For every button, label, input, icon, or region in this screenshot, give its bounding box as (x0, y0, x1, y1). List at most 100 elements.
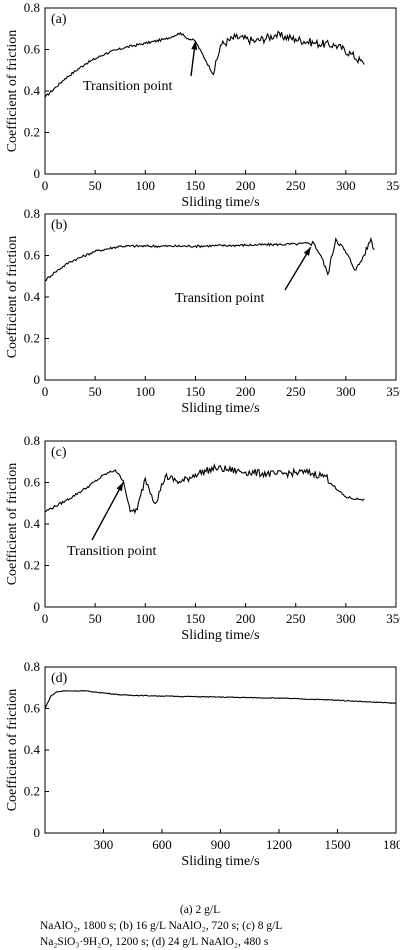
plot-frame (44, 666, 397, 834)
data-point (219, 696, 222, 698)
data-point (355, 269, 357, 271)
data-point (84, 488, 86, 490)
data-point (64, 77, 66, 80)
data-point (255, 40, 257, 42)
y-axis-label: Coefficient of friction (5, 30, 20, 153)
y-tick-label: 0.6 (24, 475, 41, 490)
data-point (234, 36, 237, 38)
data-point (355, 498, 357, 500)
data-point (44, 96, 46, 98)
data-point (64, 500, 66, 502)
x-tick-label: 200 (236, 178, 256, 193)
data-point (161, 695, 163, 697)
data-point (194, 473, 197, 475)
x-tick-label: 150 (186, 611, 206, 626)
data-point (164, 475, 166, 477)
data-point (104, 53, 106, 55)
x-tick-label: 350 (386, 611, 400, 626)
x-tick-label: 1500 (325, 837, 351, 852)
data-point (83, 690, 85, 692)
data-point (278, 697, 280, 699)
panel-label: (d) (51, 671, 68, 686)
y-tick-label: 0 (34, 166, 41, 181)
transition-point-label: Transition point (175, 291, 264, 306)
x-tick-label: 100 (136, 384, 156, 399)
data-point (56, 691, 58, 693)
y-tick-label: 0.4 (24, 742, 41, 757)
data-point (275, 473, 277, 475)
x-axis-label: Sliding time/s (181, 401, 259, 416)
data-point (204, 59, 207, 61)
x-tick-label: 300 (336, 384, 356, 399)
data-point (124, 46, 126, 49)
data-point (44, 707, 46, 710)
x-axis-label: Sliding time/s (181, 628, 259, 643)
data-point (179, 32, 181, 34)
y-tick-label: 0.6 (24, 248, 41, 263)
annotation-arrow-line (91, 482, 124, 541)
figure-caption-line-3: Na₂SiO₃·9H₂O, 1200 s; (d) 24 g/L NaAlO₂,… (40, 936, 269, 948)
data-point (335, 488, 337, 490)
data-point (164, 38, 166, 40)
y-tick-label: 0.4 (24, 83, 41, 98)
y-tick-label: 0.8 (24, 206, 40, 221)
x-tick-label: 300 (336, 611, 356, 626)
data-point (305, 471, 307, 473)
data-point (295, 243, 297, 245)
data-point (129, 510, 131, 513)
data-point (325, 475, 327, 477)
data-point (44, 510, 46, 513)
data-point (212, 73, 215, 75)
panel-label: (a) (51, 12, 67, 27)
y-tick-label: 0.2 (24, 331, 40, 346)
x-tick-label: 150 (186, 384, 206, 399)
y-axis-label: Coefficient of friction (5, 689, 20, 812)
y-tick-label: 0.4 (24, 289, 41, 304)
x-tick-label: 350 (386, 178, 400, 193)
y-tick-label: 0 (34, 825, 41, 840)
figure: 00.20.40.60.8050100150200250300350Slidin… (5, 0, 400, 869)
data-point (373, 248, 375, 250)
transition-point-label: Transition point (67, 544, 156, 559)
x-tick-label: 0 (42, 178, 49, 193)
y-tick-label: 0.2 (24, 125, 40, 140)
x-tick-label: 100 (136, 611, 156, 626)
data-point (104, 473, 106, 475)
data-point (244, 471, 247, 473)
y-tick-label: 0.8 (24, 0, 40, 15)
x-tick-label: 150 (186, 178, 206, 193)
data-point (313, 242, 315, 244)
y-tick-label: 0.8 (24, 433, 40, 448)
x-tick-label: 50 (89, 178, 102, 193)
data-point (69, 261, 71, 263)
panel-label: (c) (51, 445, 67, 460)
x-tick-label: 50 (89, 611, 102, 626)
data-point (119, 245, 121, 247)
x-tick-label: 250 (286, 611, 306, 626)
transition-point-label: Transition point (83, 79, 172, 94)
x-tick-label: 50 (89, 384, 102, 399)
y-tick-label: 0.2 (24, 784, 40, 799)
data-point (144, 245, 146, 247)
y-tick-label: 0.2 (24, 558, 40, 573)
annotation-arrow-head (116, 482, 124, 492)
data-point (244, 244, 247, 246)
friction-series-line (44, 236, 375, 281)
x-tick-label: 1200 (266, 837, 292, 852)
data-point (144, 477, 146, 479)
chart-panel-3: 0 0.2 0.4 0.6 0.8 0 50 100 150 200 250 300 350 Slidin… (5, 433, 400, 643)
data-point (363, 63, 365, 65)
x-axis-label: Sliding time/s (181, 195, 259, 210)
data-point (94, 250, 96, 252)
y-tick-label: 0.4 (24, 516, 41, 531)
data-point (54, 271, 56, 273)
data-point (136, 508, 138, 511)
figure-caption-line-2: NaAlO₂, 1800 s; (b) 16 g/L NaAlO₂, 720 s… (40, 920, 283, 932)
data-point (194, 245, 197, 247)
data-point (114, 469, 116, 471)
data-point (375, 701, 378, 703)
data-point (335, 44, 337, 46)
x-tick-label: 250 (286, 384, 306, 399)
figure-caption-line-1: (a) 2 g/L (179, 904, 221, 916)
data-point (335, 238, 337, 240)
